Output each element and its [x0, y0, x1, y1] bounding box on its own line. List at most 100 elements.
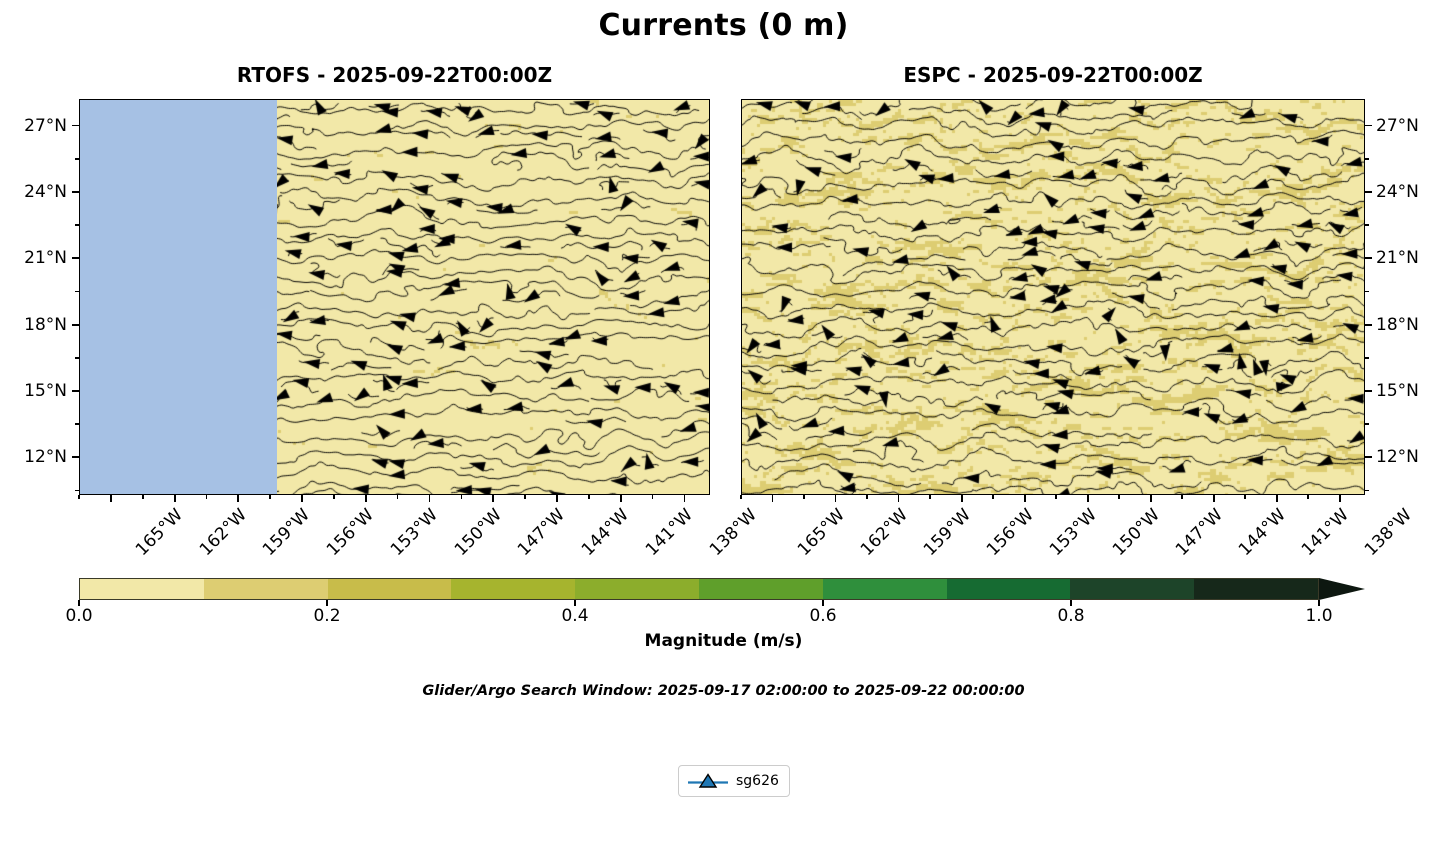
colorbar-label: Magnitude (m/s)	[644, 631, 803, 651]
xtick-minor	[1181, 495, 1183, 499]
colorbar-band-8	[1070, 579, 1195, 599]
ytick-left	[72, 191, 79, 193]
colorbar-tick-label: 0.8	[1057, 606, 1085, 626]
ytick-label-right: 12°N	[1376, 447, 1419, 468]
xtick	[683, 495, 686, 502]
ytick-label-left: 24°N	[24, 181, 67, 202]
xtick-label: 162°W	[856, 505, 912, 560]
map-panel-rtofs[interactable]	[79, 99, 710, 495]
legend[interactable]: sg626	[678, 765, 790, 797]
ytick-left	[72, 456, 79, 459]
xtick-minor	[740, 495, 742, 499]
page-title: Currents (0 m)	[598, 8, 849, 43]
ytick-minor-left	[75, 489, 79, 492]
xtick-minor	[929, 495, 931, 499]
colorbar-tick-label: 0.4	[561, 606, 589, 626]
colorbar-band-4	[575, 579, 699, 599]
ytick-minor-left	[75, 157, 79, 160]
xtick-minor	[651, 495, 654, 499]
xtick-minor	[333, 495, 335, 499]
ytick-right	[1365, 323, 1372, 326]
colorbar-extend-arrow	[1319, 578, 1365, 600]
search-window-text: Glider/Argo Search Window: 2025-09-17 02…	[422, 683, 1025, 699]
xtick-minor	[396, 495, 399, 499]
xtick-label: 141°W	[641, 505, 697, 560]
xtick	[1086, 495, 1089, 502]
xtick-minor	[588, 495, 590, 499]
ytick-right	[1365, 456, 1372, 459]
ytick-label-left: 18°N	[24, 314, 67, 335]
ytick-label-right: 18°N	[1376, 314, 1419, 335]
ytick-right	[1365, 124, 1372, 127]
map-panel-espc[interactable]	[741, 99, 1365, 495]
colorbar-bands	[79, 578, 1319, 600]
colorbar-band-1	[203, 579, 328, 599]
ytick-minor-right	[1365, 489, 1369, 492]
colorbar-band-2	[327, 579, 452, 599]
ytick-left	[72, 257, 79, 260]
glider-marker-espc[interactable]	[742, 100, 1364, 494]
xtick-label: 153°W	[386, 505, 442, 560]
xtick	[428, 495, 431, 502]
xtick-minor	[78, 495, 80, 499]
xtick-label: 156°W	[322, 505, 378, 560]
subplot-title-rtofs: RTOFS - 2025-09-22T00:00Z	[236, 63, 553, 87]
colorbar-tick	[1070, 600, 1072, 606]
ytick-label-right: 21°N	[1376, 248, 1419, 269]
xtick-label: 165°W	[793, 505, 849, 560]
xtick-label: 153°W	[1045, 505, 1101, 560]
xtick	[771, 495, 774, 502]
xtick-label: 162°W	[195, 505, 251, 560]
colorbar-tick-label: 0.6	[809, 606, 837, 626]
colorbar-band-7	[946, 579, 1071, 599]
colorbar-tick	[78, 600, 80, 606]
xtick-label: 144°W	[577, 505, 633, 560]
xtick	[1212, 495, 1215, 502]
ytick-minor-right	[1365, 224, 1369, 226]
ytick-minor-right	[1365, 157, 1369, 160]
subplot-title-espc: ESPC - 2025-09-22T00:00Z	[903, 63, 1203, 87]
xtick-label: 165°W	[131, 505, 187, 560]
ytick-minor-right	[1365, 357, 1369, 359]
xtick	[492, 495, 495, 502]
xtick-label: 159°W	[919, 505, 975, 560]
ytick-minor-left	[75, 290, 79, 293]
xtick	[1275, 495, 1278, 502]
ytick-label-right: 27°N	[1376, 115, 1419, 136]
xtick-label: 150°W	[1108, 505, 1164, 560]
colorbar[interactable]	[79, 578, 1365, 600]
xtick-label: 159°W	[259, 505, 315, 560]
ytick-label-left: 12°N	[24, 447, 67, 468]
colorbar-tick	[822, 600, 824, 606]
legend-marker-sg626	[687, 771, 729, 791]
xtick	[1338, 495, 1341, 502]
xtick-label: 156°W	[982, 505, 1038, 560]
xtick-label: 141°W	[1297, 505, 1353, 560]
xtick	[364, 495, 367, 502]
colorbar-tick	[574, 600, 576, 606]
colorbar-band-0	[80, 579, 204, 599]
colorbar-tick-label: 0.0	[65, 606, 93, 626]
xtick	[619, 495, 622, 502]
ytick-minor-left	[75, 357, 79, 359]
legend-label-sg626: sg626	[736, 773, 779, 789]
ytick-right	[1365, 390, 1372, 392]
xtick-minor	[1244, 495, 1247, 499]
xtick	[109, 495, 112, 502]
xtick	[173, 495, 176, 502]
glider-marker-rtofs[interactable]	[80, 100, 709, 494]
colorbar-tick-label: 0.2	[313, 606, 341, 626]
xtick-minor	[460, 495, 463, 499]
xtick-minor	[141, 495, 144, 499]
ytick-label-left: 27°N	[24, 115, 67, 136]
xtick-label: 138°W	[1360, 505, 1416, 560]
colorbar-band-5	[698, 579, 823, 599]
xtick	[960, 495, 963, 502]
colorbar-tick	[1318, 600, 1320, 606]
xtick	[556, 495, 558, 502]
xtick-minor	[524, 495, 526, 499]
xtick-label: 144°W	[1234, 505, 1290, 560]
ytick-label-right: 24°N	[1376, 181, 1419, 202]
ytick-label-left: 15°N	[24, 381, 67, 402]
xtick-minor	[866, 495, 868, 499]
